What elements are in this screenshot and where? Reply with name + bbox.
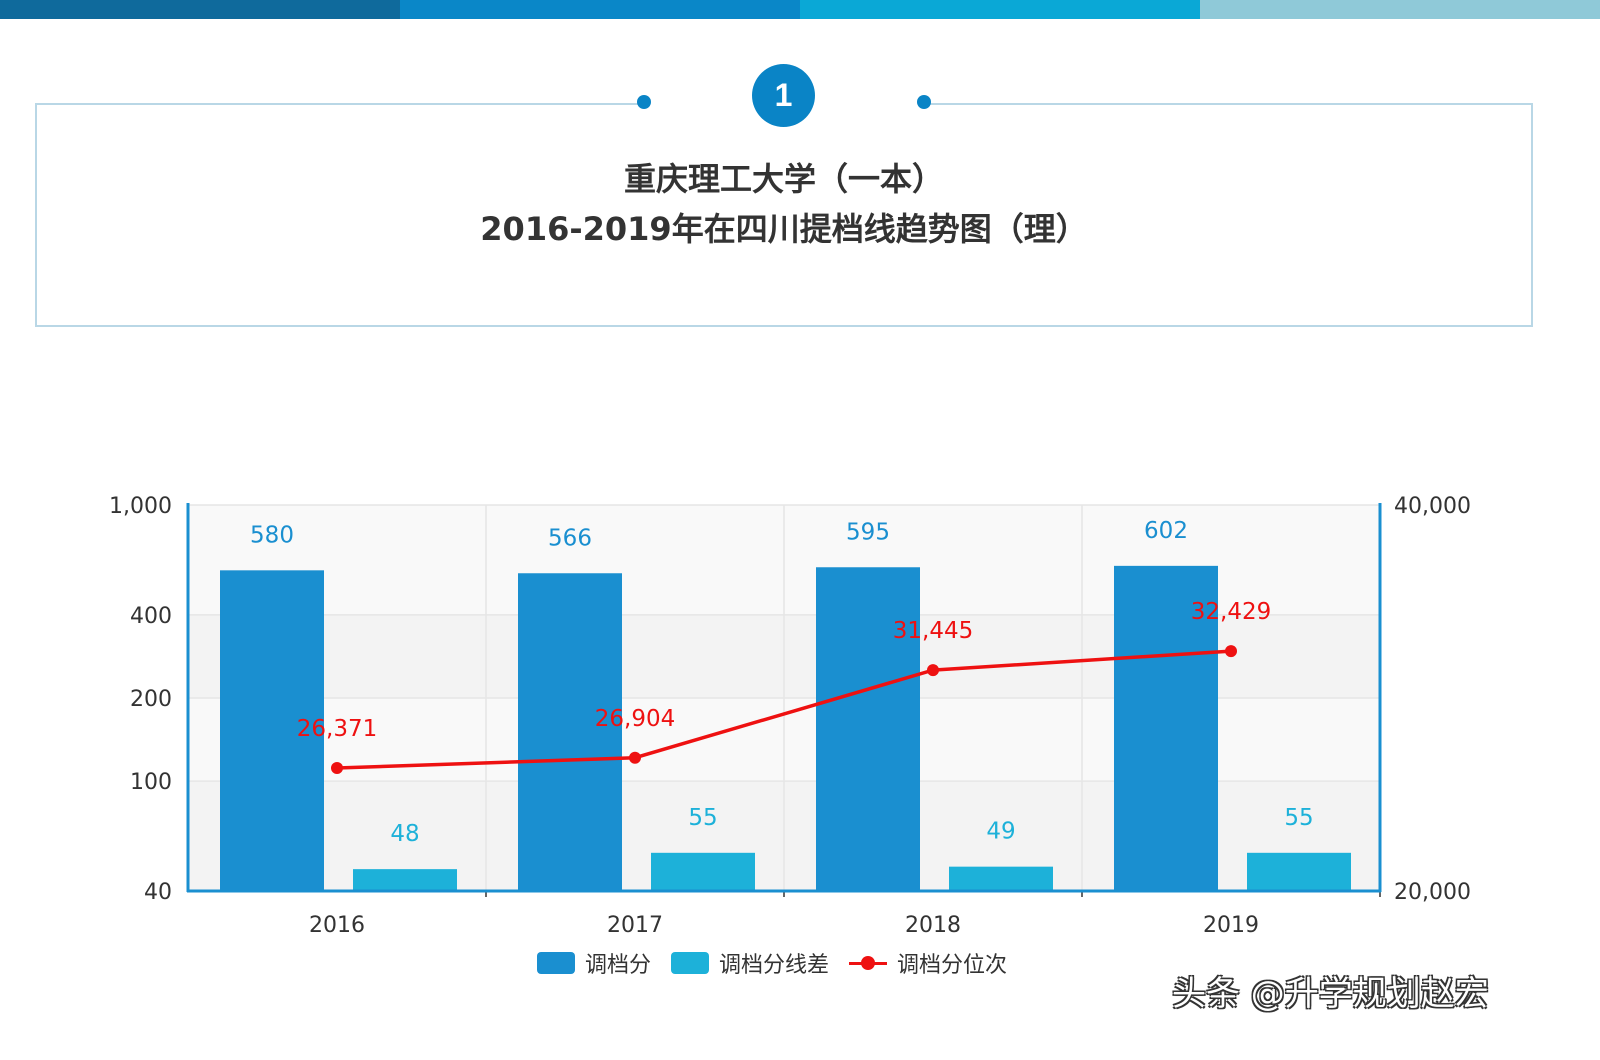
data-label-diff: 49 — [986, 819, 1015, 845]
x-tick-label: 2019 — [1203, 913, 1259, 938]
top-color-bar — [0, 0, 1600, 19]
legend-swatch-diff — [671, 952, 710, 974]
x-tick-label: 2017 — [607, 913, 663, 938]
y-left-tick-label: 1,000 — [109, 494, 172, 519]
decor-dot-left — [637, 95, 651, 109]
data-label-diff: 48 — [390, 821, 419, 847]
data-label-diff: 55 — [688, 805, 717, 831]
legend: 调档分 调档分线差 调档分位次 — [537, 948, 1027, 978]
legend-swatch-rank — [849, 952, 888, 974]
point-rank — [629, 751, 641, 764]
data-label-rank: 32,429 — [1191, 599, 1271, 625]
bar-score — [220, 570, 324, 891]
data-label-rank: 26,371 — [297, 716, 377, 742]
point-rank — [927, 664, 939, 677]
legend-label-score: 调档分 — [585, 953, 652, 978]
legend-swatch-score — [537, 952, 575, 974]
decor-dot-right — [917, 95, 931, 109]
bar-diff — [353, 869, 457, 891]
y-left-tick-label: 400 — [130, 604, 172, 629]
data-label-score: 580 — [250, 522, 294, 548]
title-box — [35, 103, 1533, 327]
legend-label-diff: 调档分线差 — [719, 953, 830, 978]
bar-score — [518, 573, 622, 891]
watermark: 头条 @升学规划赵宏 — [1172, 974, 1489, 1014]
point-rank — [331, 762, 343, 775]
chart-title-line-2: 2016-2019年在四川提档线趋势图（理） — [480, 210, 1088, 248]
legend-item-diff[interactable]: 调档分线差 — [671, 947, 829, 979]
bar-score — [1114, 565, 1218, 891]
top-bar-segment-2 — [400, 0, 800, 19]
section-number-badge: 1 — [752, 64, 815, 127]
top-bar-segment-1 — [0, 0, 400, 19]
data-label-score: 566 — [548, 525, 592, 551]
bar-diff — [1247, 852, 1351, 891]
bar-score — [816, 567, 920, 891]
y-left-tick-label: 100 — [130, 770, 172, 795]
top-bar-segment-4 — [1200, 0, 1600, 19]
data-label-diff: 55 — [1284, 805, 1313, 831]
legend-label-rank: 调档分位次 — [897, 953, 1008, 978]
data-label-rank: 26,904 — [595, 706, 675, 732]
chart-title-line-1: 重庆理工大学（一本） — [623, 160, 944, 198]
data-label-score: 602 — [1144, 518, 1188, 544]
line-rank — [336, 649, 1232, 770]
bar-diff — [949, 866, 1053, 891]
x-tick-label: 2018 — [905, 913, 961, 938]
y-left-tick-label: 40 — [144, 880, 172, 905]
top-bar-segment-3 — [800, 0, 1200, 19]
legend-item-score[interactable]: 调档分 — [537, 947, 651, 979]
y-right-tick-label: 20,000 — [1394, 880, 1471, 905]
y-right-tick-label: 40,000 — [1394, 494, 1471, 519]
point-rank — [1225, 645, 1237, 658]
legend-item-rank[interactable]: 调档分位次 — [849, 947, 1007, 979]
data-label-score: 595 — [846, 519, 890, 545]
data-label-rank: 31,445 — [893, 618, 973, 644]
x-tick-label: 2016 — [309, 913, 365, 938]
y-left-tick-label: 200 — [130, 687, 172, 712]
bar-diff — [651, 852, 755, 891]
